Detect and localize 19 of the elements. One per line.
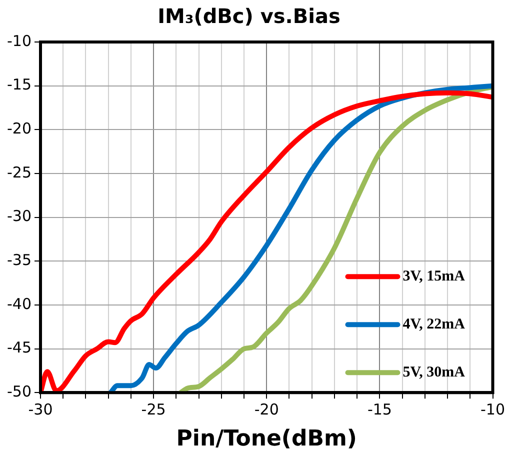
x-tick-label: -20	[254, 400, 279, 418]
legend-label: 5V, 30mA	[402, 364, 466, 380]
y-tick-label: -15	[7, 76, 32, 94]
y-tick-label: -30	[7, 207, 32, 226]
chart-title: IM₃(dBc) vs.Bias	[158, 4, 340, 28]
x-tick-label: -25	[141, 400, 166, 418]
x-tick-label: -30	[28, 400, 53, 418]
y-tick-label: -20	[7, 120, 32, 138]
y-tick-label: -35	[7, 251, 32, 270]
y-tick-label: -25	[7, 163, 32, 182]
x-tick-label: -15	[367, 400, 392, 418]
x-tick-label: -10	[480, 400, 505, 418]
legend-label: 3V, 15mA	[402, 268, 466, 284]
x-axis-title: Pin/Tone(dBm)	[176, 426, 357, 452]
y-tick-label: -45	[7, 338, 32, 357]
y-tick-label: -10	[7, 32, 32, 50]
y-tick-label: -50	[7, 382, 32, 400]
y-tick-label: -40	[7, 294, 32, 313]
legend-label: 4V, 22mA	[402, 316, 466, 332]
